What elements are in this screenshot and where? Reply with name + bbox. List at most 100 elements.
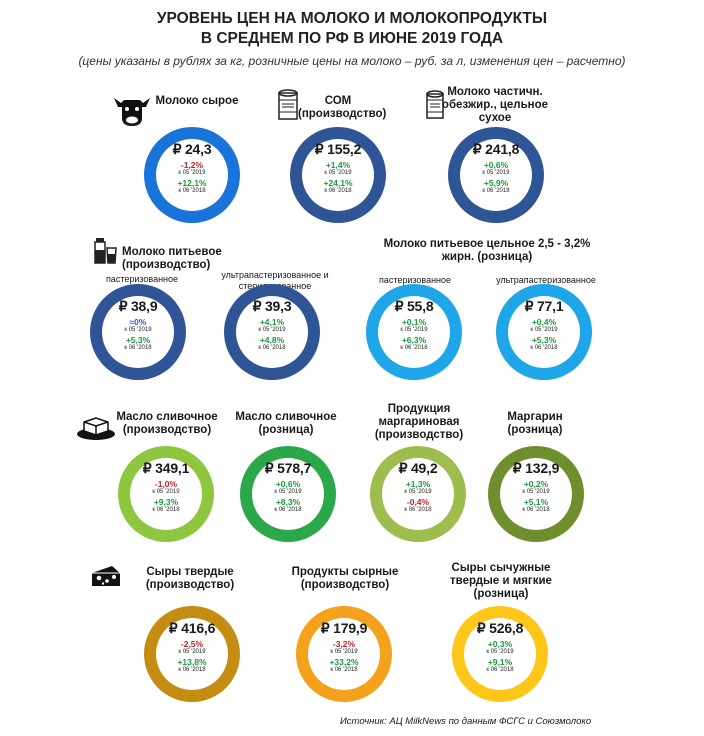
price-ring: ₽ 38,9 ≈0% к 05 '2019 +5,3% к 06 '2018 xyxy=(90,284,186,380)
note-year: к 06 '2018 xyxy=(324,188,352,194)
note-year: к 06 '2018 xyxy=(486,667,514,673)
price-value: ₽ 241,8 xyxy=(472,141,520,157)
change-month: +0,2% xyxy=(523,479,549,489)
change-year: +6,3% xyxy=(401,335,427,345)
item-label-uht-retail: ультрапастеризованное xyxy=(496,275,596,285)
price-value: ₽ 24,3 xyxy=(172,141,212,157)
price-ring: ₽ 349,1 -1,0% к 05 '2019 +9,3% к 06 '201… xyxy=(118,446,214,542)
price-value: ₽ 55,8 xyxy=(394,298,434,314)
price-ring: ₽ 49,2 +1,3% к 05 '2019 -0,4% к 06 '2018 xyxy=(370,446,466,542)
price-ring: ₽ 39,3 +4,1% к 05 '2019 +4,8% к 06 '2018 xyxy=(224,284,320,380)
page-subtitle: (цены указаны в рублях за кг, розничные … xyxy=(78,54,626,68)
milk-carton-icon xyxy=(94,238,117,264)
change-month: -1,2% xyxy=(180,160,204,170)
price-ring: ₽ 416,6 -2,5% к 05 '2019 +13,8% к 06 '20… xyxy=(144,606,240,702)
note-year: к 06 '2018 xyxy=(530,345,558,351)
cow-icon xyxy=(114,98,150,126)
change-year: -0,4% xyxy=(406,497,430,507)
note-month: к 05 '2019 xyxy=(274,489,302,495)
change-month: ≈0% xyxy=(129,317,147,327)
price-value: ₽ 39,3 xyxy=(252,298,292,314)
note-month: к 05 '2019 xyxy=(330,649,358,655)
note-year: к 06 '2018 xyxy=(152,507,180,513)
note-month: к 05 '2019 xyxy=(124,327,152,333)
change-year: +5,3% xyxy=(125,335,151,345)
price-value: ₽ 77,1 xyxy=(524,298,564,314)
change-year: +33,2% xyxy=(329,657,359,667)
note-year: к 06 '2018 xyxy=(178,667,206,673)
group-label-milk-production: Молоко питьевое (производство) xyxy=(122,246,222,271)
change-year: +5,9% xyxy=(483,178,509,188)
change-year: +8,3% xyxy=(275,497,301,507)
item-label-rennet-cheese-retail: Сыры сычужные твердые и мягкие (розница) xyxy=(450,562,552,600)
change-year: +9,3% xyxy=(153,497,179,507)
price-value: ₽ 179,9 xyxy=(320,620,368,636)
change-month: +1,3% xyxy=(405,479,431,489)
change-year: +5,1% xyxy=(523,497,549,507)
note-year: к 06 '2018 xyxy=(124,345,152,351)
change-year: +9,1% xyxy=(487,657,513,667)
price-value: ₽ 49,2 xyxy=(398,460,438,476)
note-month: к 05 '2019 xyxy=(324,170,352,176)
change-month: +1,4% xyxy=(325,160,351,170)
change-year: +24,1% xyxy=(323,178,353,188)
change-month: -1,0% xyxy=(154,479,178,489)
note-month: к 05 '2019 xyxy=(152,489,180,495)
price-ring: ₽ 132,9 +0,2% к 05 '2019 +5,1% к 06 '201… xyxy=(488,446,584,542)
cheese-icon xyxy=(92,566,120,586)
note-year: к 06 '2018 xyxy=(400,345,428,351)
note-year: к 06 '2018 xyxy=(482,188,510,194)
price-value: ₽ 155,2 xyxy=(314,141,362,157)
price-ring: ₽ 77,1 +0,4% к 05 '2019 +5,3% к 06 '2018 xyxy=(496,284,592,380)
item-label-whole-milk-powder: Молоко частичн. обезжир., цельное сухое xyxy=(441,86,549,124)
note-month: к 05 '2019 xyxy=(400,327,428,333)
change-month: +0,6% xyxy=(483,160,509,170)
note-month: к 05 '2019 xyxy=(404,489,432,495)
price-ring: ₽ 155,2 +1,4% к 05 '2019 +24,1% к 06 '20… xyxy=(290,127,386,223)
price-ring: ₽ 526,8 +0,3% к 05 '2019 +9,1% к 06 '201… xyxy=(452,606,548,702)
note-year: к 06 '2018 xyxy=(330,667,358,673)
price-ring: ₽ 179,9 -3,2% к 05 '2019 +33,2% к 06 '20… xyxy=(296,606,392,702)
note-month: к 05 '2019 xyxy=(530,327,558,333)
change-month: +0,3% xyxy=(487,639,513,649)
note-year: к 06 '2018 xyxy=(522,507,550,513)
price-value: ₽ 526,8 xyxy=(476,620,524,636)
change-year: +4,8% xyxy=(259,335,285,345)
change-month: -2,5% xyxy=(180,639,204,649)
note-year: к 06 '2018 xyxy=(178,188,206,194)
note-month: к 05 '2019 xyxy=(178,170,206,176)
note-year: к 06 '2018 xyxy=(274,507,302,513)
item-label-raw-milk: Молоко сырое xyxy=(155,95,239,107)
price-value: ₽ 132,9 xyxy=(512,460,560,476)
item-label-hard-cheese-production: Сыры твердые (производство) xyxy=(145,566,235,591)
note-month: к 05 '2019 xyxy=(522,489,550,495)
price-value: ₽ 578,7 xyxy=(264,460,312,476)
item-label-margarine-production: Продукция маргариновая (производство) xyxy=(374,403,464,441)
price-value: ₽ 38,9 xyxy=(118,298,158,314)
item-label-pasteurized: пастеризованное xyxy=(105,274,179,284)
item-label-pasteurized-retail: пастеризованное xyxy=(378,275,452,285)
note-month: к 05 '2019 xyxy=(178,649,206,655)
note-month: к 05 '2019 xyxy=(486,649,514,655)
price-value: ₽ 416,6 xyxy=(168,620,216,636)
price-value: ₽ 349,1 xyxy=(142,460,190,476)
change-year: +5,3% xyxy=(531,335,557,345)
item-label-margarine-retail: Маргарин (розница) xyxy=(507,411,563,436)
note-year: к 06 '2018 xyxy=(258,345,286,351)
change-month: +0,6% xyxy=(275,479,301,489)
milk-powder-can-icon xyxy=(426,90,444,119)
price-ring: ₽ 241,8 +0,6% к 05 '2019 +5,9% к 06 '201… xyxy=(448,127,544,223)
change-month: +0,1% xyxy=(401,317,427,327)
change-month: +4,1% xyxy=(259,317,285,327)
item-label-butter-production: Масло сливочное (производство) xyxy=(116,411,218,436)
change-month: -3,2% xyxy=(332,639,356,649)
page-title-line2: В СРЕДНЕМ ПО РФ В ИЮНЕ 2019 ГОДА xyxy=(200,30,504,47)
milk-powder-can-icon xyxy=(278,89,298,120)
change-year: +12,1% xyxy=(177,178,207,188)
source-note: Источник: АЦ MilkNews по данным ФСГС и С… xyxy=(340,716,592,727)
change-year: +13,8% xyxy=(177,657,207,667)
change-month: +0,4% xyxy=(531,317,557,327)
price-ring: ₽ 24,3 -1,2% к 05 '2019 +12,1% к 06 '201… xyxy=(144,127,240,223)
butter-icon xyxy=(77,417,115,440)
group-label-milk-retail: Молоко питьевое цельное 2,5 - 3,2% жирн.… xyxy=(383,238,591,263)
